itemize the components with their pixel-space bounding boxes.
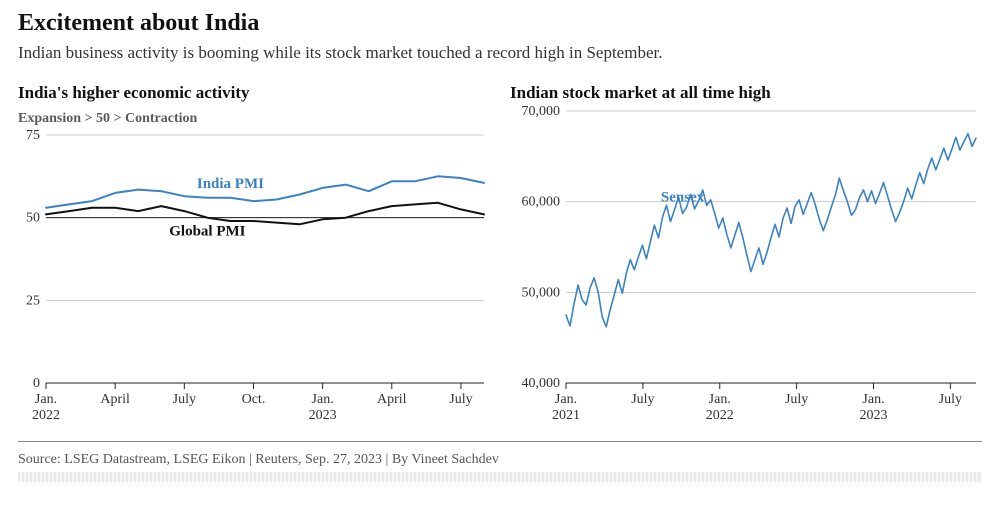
series-label: Global PMI xyxy=(169,224,245,240)
right-chart-svg: 40,00050,00060,00070,000SensexJan.2021Ju… xyxy=(510,103,980,427)
x-tick-label: July xyxy=(939,392,962,407)
page-title: Excitement about India xyxy=(18,10,982,37)
charts-row: India's higher economic activity Expansi… xyxy=(18,83,982,427)
x-tick-label: April xyxy=(377,392,407,407)
left-chart-subtitle: Expansion > 50 > Contraction xyxy=(18,111,488,127)
x-tick-label: July xyxy=(631,392,654,407)
left-chart-title: India's higher economic activity xyxy=(18,83,488,103)
y-tick-label: 50,000 xyxy=(522,285,561,300)
y-tick-label: 75 xyxy=(26,128,40,143)
x-tick-label: 2023 xyxy=(860,408,888,423)
y-tick-label: 40,000 xyxy=(522,376,561,391)
y-tick-label: 0 xyxy=(33,376,40,391)
series-label: Sensex xyxy=(661,189,705,205)
left-chart: India's higher economic activity Expansi… xyxy=(18,83,488,427)
x-tick-label: Oct. xyxy=(242,392,266,407)
footer-blur xyxy=(18,472,982,482)
x-tick-label: Jan. xyxy=(555,392,577,407)
x-tick-label: Jan. xyxy=(35,392,57,407)
x-tick-label: 2021 xyxy=(552,408,580,423)
x-tick-label: July xyxy=(449,392,472,407)
x-tick-label: Jan. xyxy=(312,392,334,407)
x-tick-label: July xyxy=(785,392,808,407)
source-divider xyxy=(18,441,982,442)
source-text: Source: LSEG Datastream, LSEG Eikon | Re… xyxy=(18,452,982,468)
series-line xyxy=(46,203,484,225)
y-tick-label: 70,000 xyxy=(522,104,561,119)
x-tick-label: July xyxy=(173,392,196,407)
x-tick-label: 2023 xyxy=(309,408,337,423)
x-tick-label: Jan. xyxy=(709,392,731,407)
right-chart: Indian stock market at all time high 40,… xyxy=(510,83,980,427)
x-tick-label: Jan. xyxy=(862,392,884,407)
x-tick-label: April xyxy=(100,392,130,407)
y-tick-label: 60,000 xyxy=(522,195,561,210)
x-tick-label: 2022 xyxy=(706,408,734,423)
y-tick-label: 50 xyxy=(26,211,40,226)
series-line xyxy=(46,176,484,207)
y-tick-label: 25 xyxy=(26,293,40,308)
x-tick-label: 2022 xyxy=(32,408,60,423)
right-chart-title: Indian stock market at all time high xyxy=(510,83,980,103)
series-label: India PMI xyxy=(197,176,264,192)
left-chart-svg: 0255075India PMIGlobal PMIJan.2022AprilJ… xyxy=(18,127,488,427)
series-line xyxy=(566,134,976,327)
page-subtitle: Indian business activity is booming whil… xyxy=(18,43,982,63)
